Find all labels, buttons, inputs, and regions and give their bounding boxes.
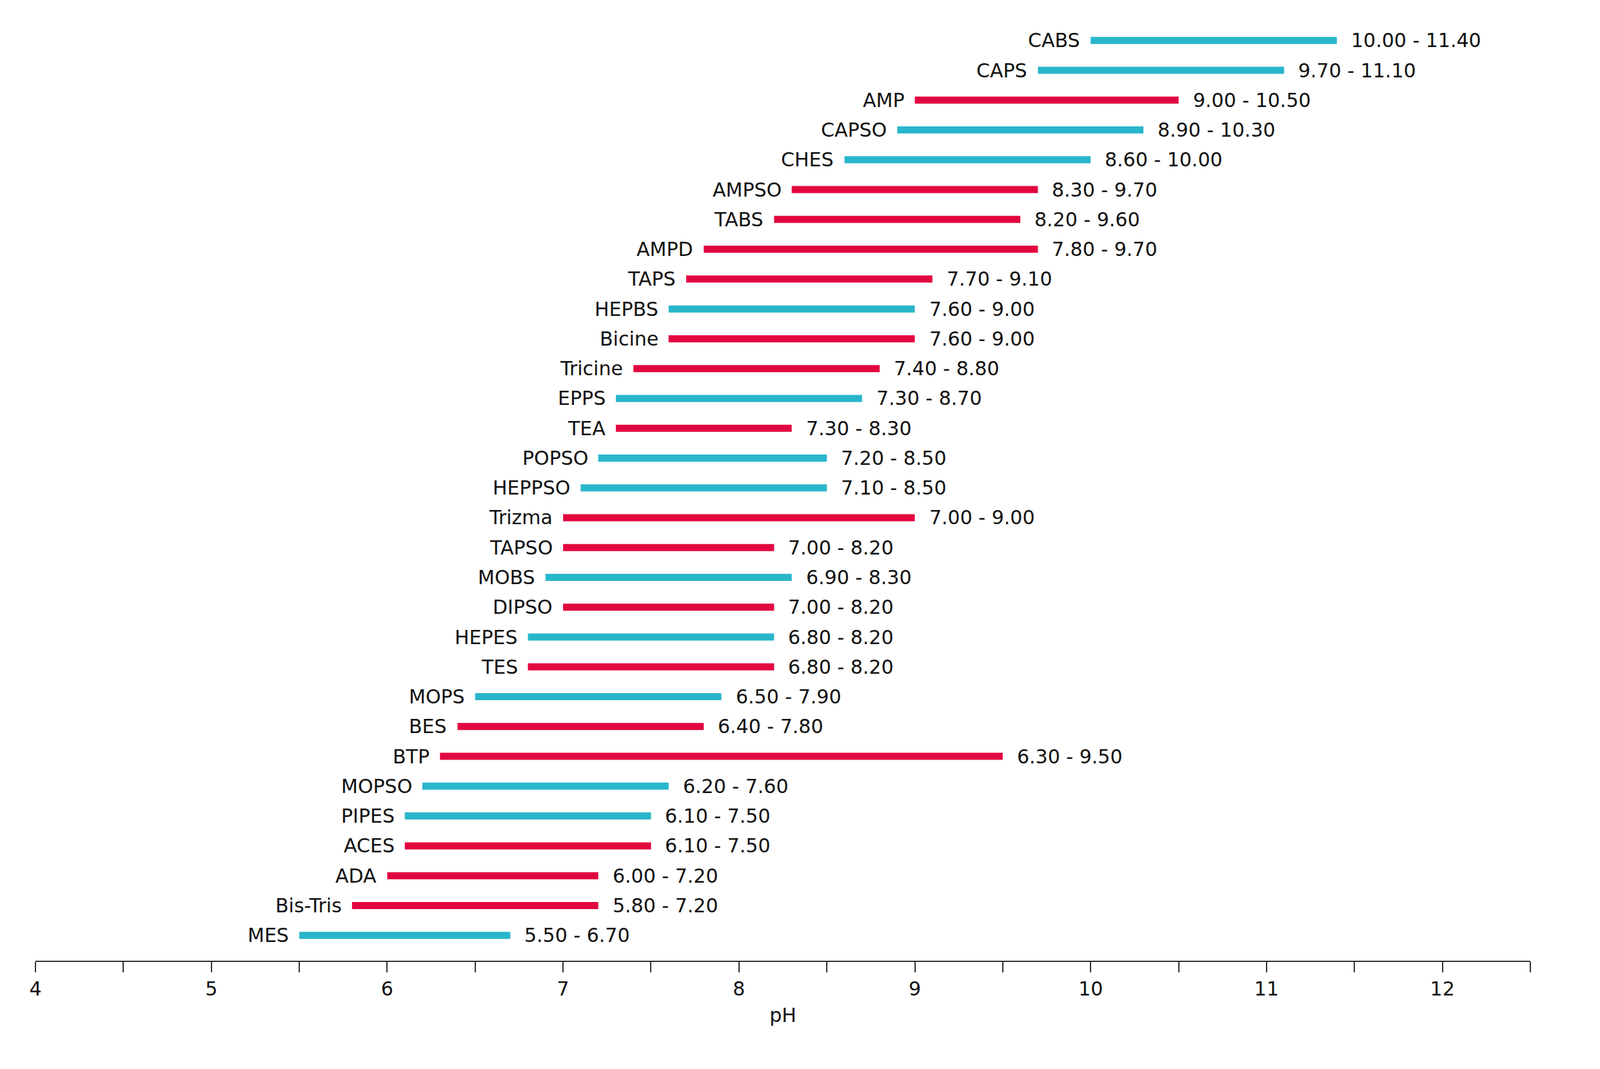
svg-text:Tricine: Tricine bbox=[559, 357, 623, 380]
svg-text:6.30 - 9.50: 6.30 - 9.50 bbox=[1017, 745, 1123, 769]
svg-text:8.90 - 10.30: 8.90 - 10.30 bbox=[1157, 118, 1276, 142]
svg-text:12: 12 bbox=[1430, 977, 1455, 1001]
svg-text:7.60 - 9.00: 7.60 - 9.00 bbox=[929, 297, 1036, 321]
svg-text:10: 10 bbox=[1078, 977, 1103, 1001]
svg-text:ADA: ADA bbox=[335, 864, 377, 888]
svg-text:4: 4 bbox=[29, 977, 42, 1001]
svg-text:7: 7 bbox=[557, 977, 570, 1001]
svg-text:7.30 - 8.70: 7.30 - 8.70 bbox=[876, 386, 983, 410]
svg-text:7.30 - 8.30: 7.30 - 8.30 bbox=[806, 417, 912, 440]
svg-text:Bis-Tris: Bis-Tris bbox=[275, 894, 342, 918]
svg-text:pH: pH bbox=[769, 1004, 797, 1027]
svg-text:7.80 - 9.70: 7.80 - 9.70 bbox=[1051, 237, 1158, 261]
svg-text:HEPES: HEPES bbox=[454, 626, 518, 649]
svg-text:8.30 - 9.70: 8.30 - 9.70 bbox=[1051, 178, 1158, 202]
svg-text:TEA: TEA bbox=[567, 417, 606, 440]
svg-text:9: 9 bbox=[908, 977, 921, 1001]
svg-text:6: 6 bbox=[381, 977, 394, 1001]
svg-text:7.20 - 8.50: 7.20 - 8.50 bbox=[840, 446, 947, 470]
svg-text:Trizma: Trizma bbox=[488, 506, 553, 529]
svg-text:6.80 - 8.20: 6.80 - 8.20 bbox=[788, 655, 894, 679]
svg-text:MOPS: MOPS bbox=[408, 685, 465, 709]
svg-text:8.60 - 10.00: 8.60 - 10.00 bbox=[1104, 148, 1223, 171]
svg-text:CAPSO: CAPSO bbox=[820, 118, 887, 142]
svg-text:MOPSO: MOPSO bbox=[341, 775, 413, 798]
svg-text:TABS: TABS bbox=[713, 208, 764, 231]
svg-text:9.00 - 10.50: 9.00 - 10.50 bbox=[1193, 88, 1312, 112]
svg-text:CAPS: CAPS bbox=[976, 59, 1028, 82]
svg-text:POPSO: POPSO bbox=[522, 446, 589, 470]
svg-text:BTP: BTP bbox=[392, 745, 430, 769]
svg-text:6.50 - 7.90: 6.50 - 7.90 bbox=[735, 685, 842, 709]
svg-text:BES: BES bbox=[408, 715, 447, 738]
svg-text:MOBS: MOBS bbox=[477, 566, 536, 589]
svg-text:7.00 - 8.20: 7.00 - 8.20 bbox=[788, 536, 894, 560]
svg-text:HEPBS: HEPBS bbox=[594, 297, 659, 321]
svg-text:5.50 - 6.70: 5.50 - 6.70 bbox=[524, 924, 631, 947]
svg-text:TES: TES bbox=[481, 655, 518, 679]
svg-text:5.80 - 7.20: 5.80 - 7.20 bbox=[612, 894, 719, 918]
svg-text:5: 5 bbox=[205, 977, 218, 1001]
svg-text:6.00 - 7.20: 6.00 - 7.20 bbox=[612, 864, 719, 888]
svg-text:HEPPSO: HEPPSO bbox=[492, 476, 571, 500]
svg-text:AMPD: AMPD bbox=[636, 237, 694, 261]
svg-text:AMP: AMP bbox=[862, 88, 905, 112]
svg-text:CABS: CABS bbox=[1027, 29, 1081, 52]
svg-text:MES: MES bbox=[247, 924, 289, 947]
svg-text:DIPSO: DIPSO bbox=[492, 595, 553, 619]
svg-text:7.60 - 9.00: 7.60 - 9.00 bbox=[929, 327, 1036, 351]
svg-text:EPPS: EPPS bbox=[557, 386, 606, 410]
svg-text:9.70 - 11.10: 9.70 - 11.10 bbox=[1298, 59, 1417, 82]
svg-text:ACES: ACES bbox=[343, 834, 395, 858]
svg-text:6.20 - 7.60: 6.20 - 7.60 bbox=[682, 775, 789, 798]
svg-text:11: 11 bbox=[1254, 977, 1279, 1001]
svg-text:6.90 - 8.30: 6.90 - 8.30 bbox=[806, 566, 912, 589]
svg-text:CHES: CHES bbox=[780, 148, 834, 171]
svg-text:7.00 - 8.20: 7.00 - 8.20 bbox=[788, 595, 894, 619]
svg-text:8.20 - 9.60: 8.20 - 9.60 bbox=[1034, 208, 1141, 231]
svg-text:7.70 - 9.10: 7.70 - 9.10 bbox=[946, 267, 1053, 291]
svg-text:TAPSO: TAPSO bbox=[489, 536, 553, 560]
svg-text:6.40 - 7.80: 6.40 - 7.80 bbox=[717, 715, 824, 738]
svg-text:7.10 - 8.50: 7.10 - 8.50 bbox=[840, 476, 947, 500]
svg-text:8: 8 bbox=[732, 977, 745, 1001]
svg-text:6.80 - 8.20: 6.80 - 8.20 bbox=[788, 626, 894, 649]
svg-text:6.10 - 7.50: 6.10 - 7.50 bbox=[664, 834, 771, 858]
svg-text:7.00 - 9.00: 7.00 - 9.00 bbox=[929, 506, 1036, 529]
svg-text:7.40 - 8.80: 7.40 - 8.80 bbox=[893, 357, 1000, 380]
svg-text:TAPS: TAPS bbox=[627, 267, 676, 291]
svg-text:PIPES: PIPES bbox=[341, 804, 395, 828]
svg-text:Bicine: Bicine bbox=[599, 327, 659, 351]
svg-text:6.10 - 7.50: 6.10 - 7.50 bbox=[664, 804, 771, 828]
svg-text:AMPSO: AMPSO bbox=[712, 178, 782, 202]
svg-text:10.00 - 11.40: 10.00 - 11.40 bbox=[1351, 29, 1482, 52]
